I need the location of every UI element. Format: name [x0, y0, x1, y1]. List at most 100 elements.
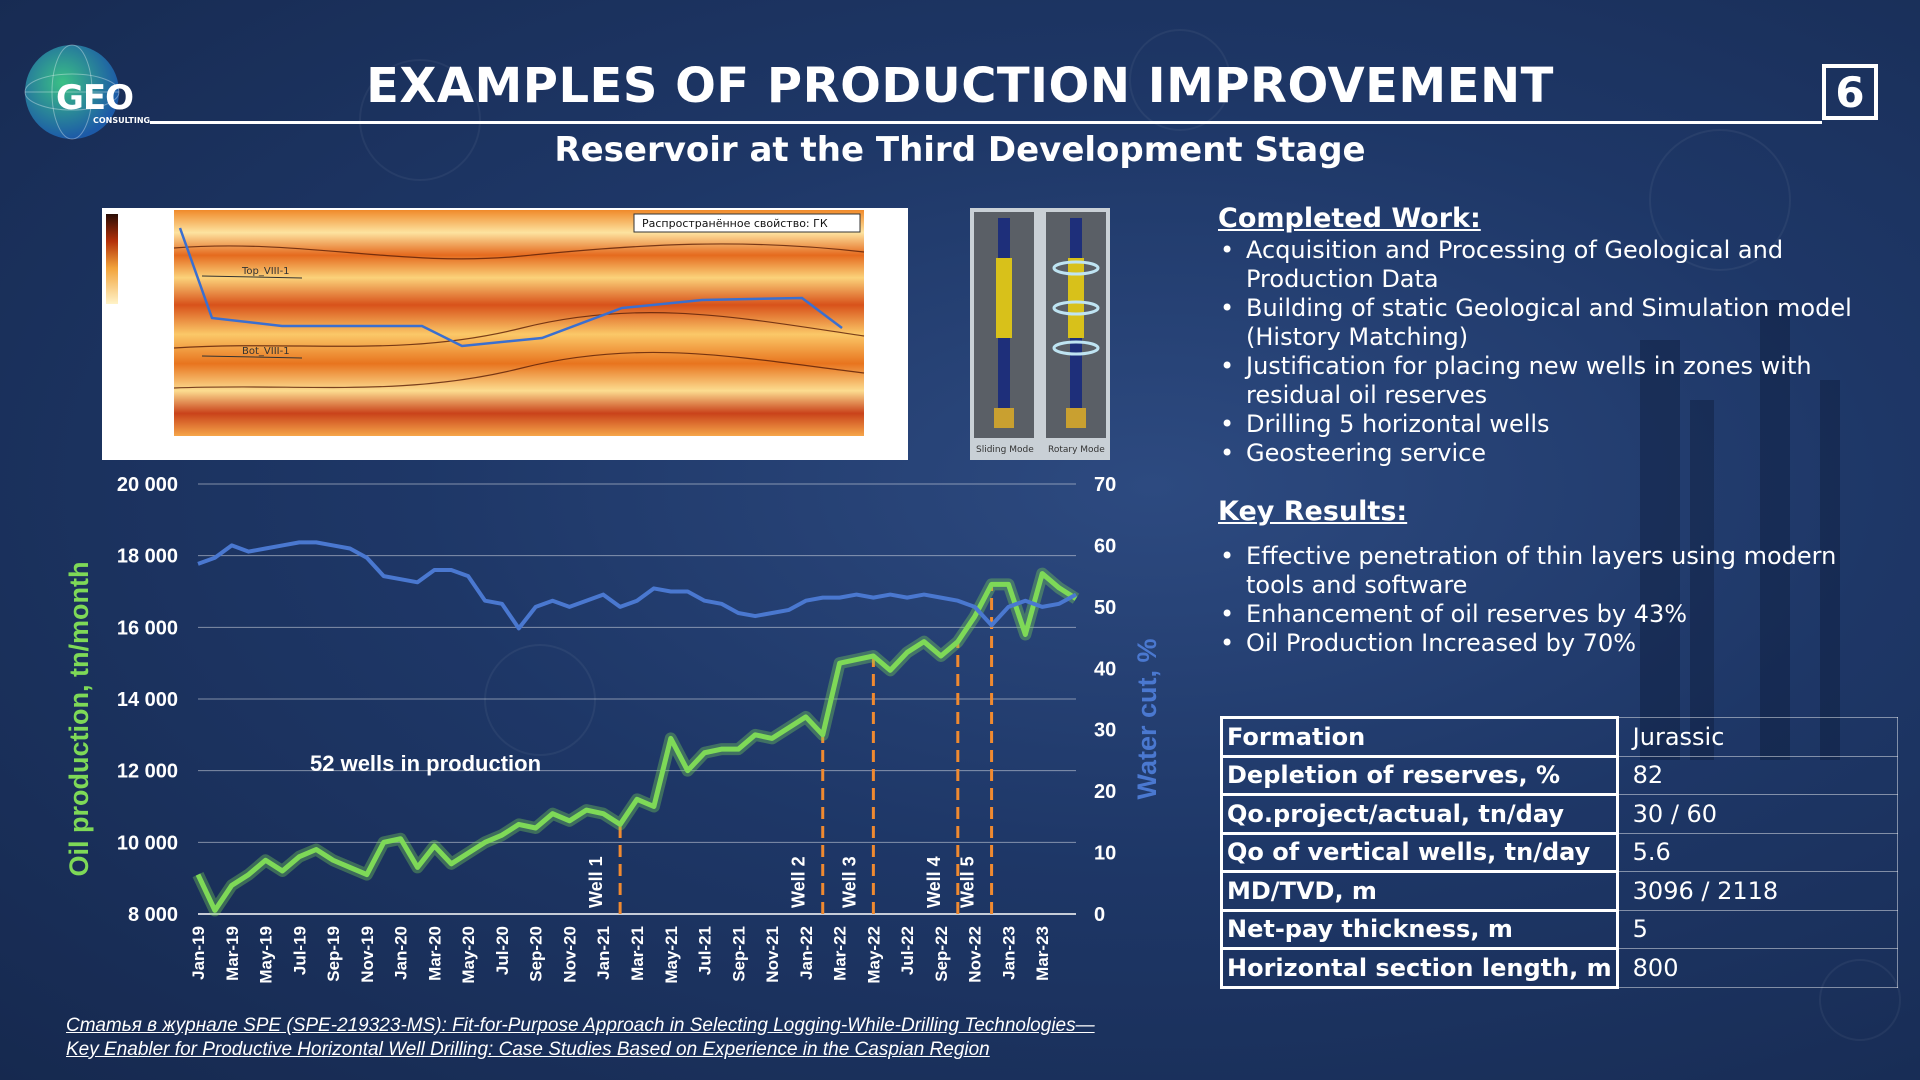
- y2-tick-label: 50: [1094, 597, 1116, 619]
- param-key: Depletion of reserves, %: [1220, 754, 1619, 796]
- x-tick-label: Jan-22: [797, 926, 816, 980]
- list-item: Oil Production Increased by 70%: [1218, 629, 1878, 658]
- sliding-mode-label: Sliding Mode: [976, 445, 1034, 455]
- x-tick-label: Sep-20: [527, 926, 546, 982]
- param-key: Qo of vertical wells, tn/day: [1220, 831, 1619, 873]
- page-subtitle: Reservoir at the Third Development Stage: [554, 130, 1366, 170]
- y2-tick-label: 40: [1094, 658, 1116, 680]
- table-row: Qo.project/actual, tn/day 30 / 60: [1220, 793, 1898, 835]
- y-axis-title: Oil production, tn/month: [64, 562, 94, 877]
- x-tick-label: May-21: [662, 926, 681, 984]
- param-key: Horizontal section length, m: [1220, 947, 1619, 989]
- layer-bottom-label: Bot_VIII-1: [242, 346, 290, 357]
- well-label: Well 3: [839, 856, 859, 908]
- footnote-line: Статья в журнале SPE (SPE-219323-MS): Fi…: [66, 1015, 1095, 1036]
- param-key: Net-pay thickness, m: [1220, 908, 1619, 950]
- x-tick-label: Sep-19: [324, 926, 343, 982]
- y-tick-label: 8 000: [128, 904, 178, 926]
- x-tick-label: Nov-21: [763, 926, 782, 983]
- x-tick-label: Nov-22: [966, 926, 985, 983]
- x-tick-label: Jul-21: [696, 926, 715, 975]
- table-row: Formation Jurassic: [1220, 716, 1898, 758]
- x-tick-label: Mar-23: [1033, 926, 1052, 981]
- title-divider: [150, 121, 1822, 124]
- param-value: 800: [1616, 948, 1898, 988]
- x-tick-label: Jan-23: [999, 926, 1018, 980]
- chart-annotation: 52 wells in production: [310, 751, 541, 776]
- table-row: Qo of vertical wells, tn/day 5.6: [1220, 831, 1898, 873]
- param-value: 30 / 60: [1616, 794, 1898, 834]
- x-tick-label: Jul-19: [290, 926, 309, 975]
- x-tick-label: Mar-21: [628, 926, 647, 981]
- completed-work-list: Acquisition and Processing of Geological…: [1218, 236, 1878, 468]
- param-value: 3096 / 2118: [1616, 871, 1898, 911]
- production-chart: 8 000 10 000 12 000 14 000 16 000 18 000 20 00…: [64, 474, 1162, 984]
- x-tick-label: Jan-21: [594, 926, 613, 980]
- well-label: Well 5: [958, 856, 978, 908]
- x-tick-label: May-22: [864, 926, 883, 984]
- table-row: Horizontal section length, m 800: [1220, 947, 1898, 989]
- water-cut-line: [197, 540, 1077, 631]
- logo-text: GEO: [56, 78, 134, 118]
- logo-subtext: CONSULTING: [93, 116, 151, 125]
- completed-work-heading: Completed Work:: [1218, 203, 1481, 234]
- x-tick-label: May-20: [459, 926, 478, 984]
- y2-tick-label: 70: [1094, 474, 1116, 496]
- cross-section-legend: Распространённое свойство: ГК: [642, 217, 828, 230]
- globe-logo-icon: [24, 44, 120, 140]
- x-tick-label: Mar-20: [425, 926, 444, 981]
- x-tick-label: Jul-20: [493, 926, 512, 975]
- x-tick-label: Sep-22: [932, 926, 951, 982]
- footnote-line: Key Enabler for Productive Horizontal We…: [66, 1039, 990, 1060]
- y-tick-label: 10 000: [117, 832, 178, 854]
- x-tick-label: Jul-22: [898, 926, 917, 975]
- well-label: Well 4: [924, 856, 944, 908]
- table-row: MD/TVD, m 3096 / 2118: [1220, 870, 1898, 912]
- y2-tick-label: 10: [1094, 843, 1116, 865]
- list-item: Geosteering service: [1218, 439, 1878, 468]
- y2-tick-label: 0: [1094, 904, 1105, 926]
- y2-tick-label: 60: [1094, 535, 1116, 557]
- well-label: Well 1: [586, 856, 606, 908]
- reference-link[interactable]: Статья в журнале SPE (SPE-219323-MS): Fi…: [66, 1014, 1216, 1062]
- x-tick-label: Jan-20: [392, 926, 411, 980]
- x-tick-label: Jan-19: [189, 926, 208, 980]
- x-tick-label: Mar-19: [223, 926, 242, 981]
- list-item: Justification for placing new wells in z…: [1218, 352, 1878, 410]
- x-tick-label: Nov-19: [358, 926, 377, 983]
- y2-axis-title: Water cut, %: [1132, 638, 1162, 799]
- param-key: Formation: [1220, 716, 1619, 758]
- y-tick-label: 12 000: [117, 761, 178, 783]
- y2-tick-label: 30: [1094, 720, 1116, 742]
- page-title: EXAMPLES OF PRODUCTION IMPROVEMENT: [366, 58, 1554, 114]
- list-item: Effective penetration of thin layers usi…: [1218, 542, 1878, 600]
- well-label: Well 2: [789, 856, 809, 908]
- y2-tick-label: 20: [1094, 781, 1116, 803]
- page-number: 6: [1822, 64, 1878, 120]
- y-tick-label: 18 000: [117, 546, 178, 568]
- layer-top-label: Top_VIII-1: [241, 266, 290, 277]
- parameters-table: Formation Jurassic Depletion of reserves,…: [1220, 716, 1898, 989]
- list-item: Acquisition and Processing of Geological…: [1218, 236, 1878, 294]
- list-item: Drilling 5 horizontal wells: [1218, 410, 1878, 439]
- y-tick-label: 16 000: [117, 617, 178, 639]
- param-value: Jurassic: [1616, 717, 1898, 757]
- param-value: 82: [1616, 755, 1898, 795]
- oil-production-line: [195, 571, 1078, 913]
- param-value: 5.6: [1616, 832, 1898, 872]
- param-key: MD/TVD, m: [1220, 870, 1619, 912]
- geological-cross-section-image: Top_VIII-1 Bot_VIII-1 Распространённое с…: [102, 208, 908, 460]
- y-tick-label: 14 000: [117, 689, 178, 711]
- param-key: Qo.project/actual, tn/day: [1220, 793, 1619, 835]
- list-item: Enhancement of oil reserves by 43%: [1218, 600, 1878, 629]
- x-tick-label: Nov-20: [560, 926, 579, 983]
- x-tick-label: May-19: [257, 926, 276, 984]
- list-item: Building of static Geological and Simula…: [1218, 294, 1878, 352]
- key-results-heading: Key Results:: [1218, 496, 1408, 527]
- y-tick-label: 20 000: [117, 474, 178, 496]
- x-tick-label: Sep-21: [729, 926, 748, 982]
- rotary-mode-label: Rotary Mode: [1048, 445, 1105, 455]
- logging-tool-image: Sliding Mode Rotary Mode: [970, 208, 1110, 460]
- param-value: 5: [1616, 909, 1898, 949]
